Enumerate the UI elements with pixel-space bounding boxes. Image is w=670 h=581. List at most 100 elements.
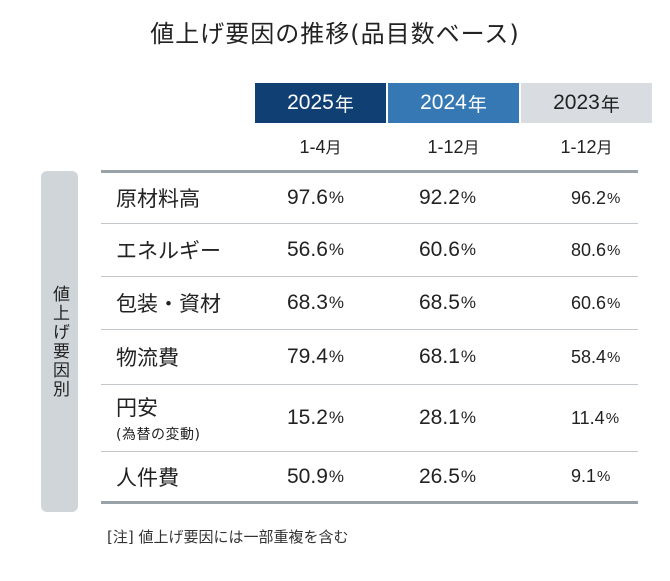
period-range: 1-4 <box>299 137 326 157</box>
value-unit: % <box>460 408 476 427</box>
row-label-text: 円安 <box>116 396 158 420</box>
value-unit: % <box>328 240 344 259</box>
value-unit: % <box>460 347 476 366</box>
value-unit: % <box>607 294 621 312</box>
table-row: エネルギー 56.6% 60.6% 80.6% <box>101 224 638 276</box>
value-number: 58.4 <box>571 346 607 367</box>
value-number: 96.2 <box>571 187 607 208</box>
table-row: 物流費 79.4% 68.1% 58.4% <box>101 330 638 384</box>
row-label: エネルギー <box>116 224 221 276</box>
value-number: 68.1 <box>419 345 460 368</box>
value-number: 50.9 <box>287 464 328 488</box>
side-label-text: 値上げ要因別 <box>49 284 69 399</box>
row-label: 原材料高 <box>116 173 200 223</box>
year-suffix: 年 <box>467 93 487 116</box>
value-2023: 96.2% <box>571 173 620 223</box>
value-unit: % <box>460 466 476 486</box>
table-row: 包装・資材 68.3% 68.5% 60.6% <box>101 277 638 329</box>
value-2023: 80.6% <box>571 224 620 276</box>
table-row: 人件費 50.9% 26.5% 9.1% <box>101 452 638 501</box>
value-2024: 68.1% <box>419 330 476 384</box>
value-unit: % <box>328 408 344 427</box>
row-label: 包装・資材 <box>116 277 221 329</box>
chart-title: 値上げ要因の推移(品目数ベース) <box>150 20 520 48</box>
year-header-2024: 2024 年 <box>388 83 519 123</box>
value-2023: 60.6% <box>571 277 620 329</box>
value-unit: % <box>460 293 476 312</box>
footnote: [注] 値上げ要因には一部重複を含む <box>107 528 349 546</box>
value-number: 68.5 <box>419 291 460 314</box>
year-label: 2023 <box>553 91 600 114</box>
side-category-label: 値上げ要因別 <box>41 171 78 512</box>
value-unit: % <box>607 348 621 366</box>
table-top-rule <box>101 170 638 173</box>
period-suffix: 月 <box>596 138 613 157</box>
value-2025: 79.4% <box>287 330 344 384</box>
period-label-2024: 1-12月 <box>388 134 519 158</box>
value-2024: 26.5% <box>419 452 476 501</box>
row-label-text: 包装・資材 <box>116 292 221 316</box>
row-label: 物流費 <box>116 330 179 384</box>
value-2024: 92.2% <box>419 173 476 223</box>
value-number: 15.2 <box>287 406 328 429</box>
row-label-text: 物流費 <box>116 346 179 370</box>
value-2023: 58.4% <box>571 330 620 384</box>
value-number: 97.6 <box>287 186 328 209</box>
value-2024: 60.6% <box>419 224 476 276</box>
value-unit: % <box>460 188 476 207</box>
row-divider <box>101 276 638 277</box>
year-header-2025: 2025 年 <box>255 83 386 123</box>
table-row: 原材料高 97.6% 92.2% 96.2% <box>101 173 638 223</box>
value-2025: 15.2% <box>287 385 344 451</box>
value-2025: 56.6% <box>287 224 344 276</box>
period-label-2025: 1-4月 <box>255 134 386 158</box>
row-label-text: エネルギー <box>116 239 221 263</box>
value-unit: % <box>328 293 344 312</box>
value-unit: % <box>597 468 611 485</box>
period-suffix: 月 <box>463 138 480 157</box>
row-label: 人件費 <box>116 452 179 501</box>
row-divider <box>101 384 638 385</box>
value-unit: % <box>605 409 620 427</box>
value-number: 60.6 <box>571 292 607 313</box>
value-number: 68.3 <box>287 291 328 314</box>
value-unit: % <box>607 189 621 207</box>
value-number: 79.4 <box>287 345 328 368</box>
value-2024: 28.1% <box>419 385 476 451</box>
value-number: 9.1 <box>571 466 597 486</box>
row-label: 円安 (為替の変動) <box>116 385 200 451</box>
year-label: 2025 <box>287 91 334 114</box>
value-2025: 50.9% <box>287 452 344 501</box>
year-suffix: 年 <box>334 93 354 116</box>
period-range: 1-12 <box>427 137 464 157</box>
year-header-2023: 2023 年 <box>521 83 652 123</box>
period-range: 1-12 <box>560 137 597 157</box>
row-label-subtext: (為替の変動) <box>116 427 201 443</box>
value-number: 92.2 <box>419 186 460 209</box>
value-number: 56.6 <box>287 238 328 261</box>
row-label-text: 原材料高 <box>116 187 200 211</box>
period-label-2023: 1-12月 <box>521 134 652 158</box>
row-divider <box>101 329 638 330</box>
value-2023: 11.4% <box>571 385 619 451</box>
value-unit: % <box>460 240 476 259</box>
value-unit: % <box>328 188 344 207</box>
value-2023: 9.1% <box>571 452 610 501</box>
period-suffix: 月 <box>325 138 342 157</box>
value-number: 26.5 <box>419 464 460 488</box>
value-number: 60.6 <box>419 238 460 261</box>
table-row: 円安 (為替の変動) 15.2% 28.1% 11.4% <box>101 385 638 451</box>
value-2025: 97.6% <box>287 173 344 223</box>
value-number: 11.4 <box>571 407 605 428</box>
year-suffix: 年 <box>600 93 620 116</box>
value-unit: % <box>328 347 344 366</box>
year-label: 2024 <box>420 91 467 114</box>
value-unit: % <box>328 466 344 486</box>
table-bottom-rule <box>101 501 638 504</box>
row-divider <box>101 223 638 224</box>
value-number: 80.6 <box>571 239 607 260</box>
value-unit: % <box>607 241 621 259</box>
value-2025: 68.3% <box>287 277 344 329</box>
value-2024: 68.5% <box>419 277 476 329</box>
row-divider <box>101 451 638 452</box>
